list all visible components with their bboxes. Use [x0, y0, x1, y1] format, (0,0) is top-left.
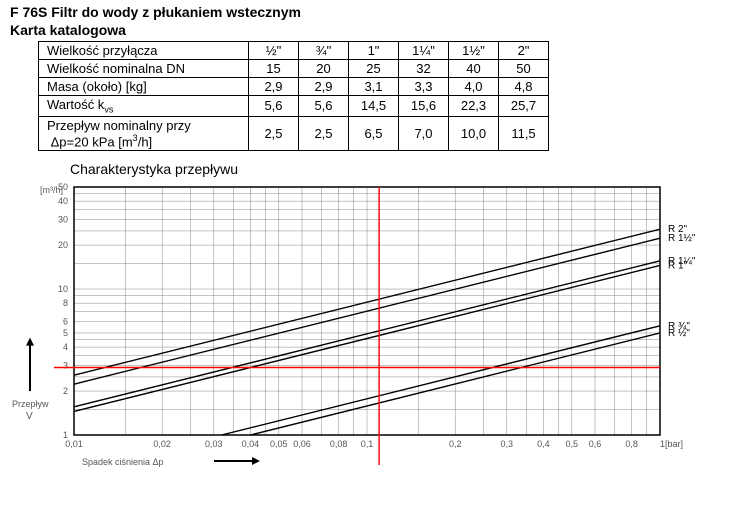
table-row: Wartość kvs5,65,614,515,622,325,7	[39, 96, 549, 117]
x-tick: 0,4	[537, 439, 550, 449]
y-tick: 3	[63, 360, 68, 370]
row-label: Wielkość nominalna DN	[39, 60, 249, 78]
cell: 32	[399, 60, 449, 78]
cell: 2,5	[299, 116, 349, 150]
cell: 15,6	[399, 96, 449, 117]
row-label: Przepływ nominalny przy Δp=20 kPa [m3/h]	[39, 116, 249, 150]
series-label: R ½"	[668, 328, 690, 339]
table-row: Wielkość nominalna DN152025324050	[39, 60, 549, 78]
cell: 25	[349, 60, 399, 78]
x-tick: 0,1	[361, 439, 374, 449]
x-tick: 0,02	[153, 439, 171, 449]
table-row: Masa (około) [kg]2,92,93,13,34,04,8	[39, 78, 549, 96]
cell: 14,5	[349, 96, 399, 117]
y-tick: 5	[63, 328, 68, 338]
cell: 1½"	[449, 42, 499, 60]
cell: 20	[299, 60, 349, 78]
y-tick: 30	[58, 214, 68, 224]
x-tick: 0,3	[501, 439, 514, 449]
x-label: Spadek ciśnienia Δp	[82, 457, 164, 467]
cell: 7,0	[399, 116, 449, 150]
row-label: Wartość kvs	[39, 96, 249, 117]
chart-title: Charakterystyka przepływu	[70, 161, 743, 177]
spec-table: Wielkość przyłącza½"¾"1"1¼"1½"2"Wielkość…	[38, 41, 549, 151]
x-tick: 0,04	[242, 439, 260, 449]
x-unit: 1[bar]	[660, 439, 683, 449]
doc-subtitle: Karta katalogowa	[10, 22, 743, 40]
cell: 5,6	[299, 96, 349, 117]
cell: 2"	[499, 42, 549, 60]
x-tick: 0,6	[589, 439, 602, 449]
y-tick: 8	[63, 298, 68, 308]
flow-chart: R 2"R 1½"R 1¼"R 1"R ¾"R ½"50403020108654…	[10, 177, 730, 487]
cell: 22,3	[449, 96, 499, 117]
cell: 4,0	[449, 78, 499, 96]
table-row: Przepływ nominalny przy Δp=20 kPa [m3/h]…	[39, 116, 549, 150]
cell: 3,1	[349, 78, 399, 96]
cell: 1"	[349, 42, 399, 60]
cell: 2,9	[299, 78, 349, 96]
cell: 25,7	[499, 96, 549, 117]
series-label: R 1"	[668, 260, 688, 271]
x-tick: 0,2	[449, 439, 462, 449]
x-tick: 0,08	[330, 439, 348, 449]
y-unit: [m³/h]	[40, 185, 63, 195]
cell: 1¼"	[399, 42, 449, 60]
cell: 5,6	[249, 96, 299, 117]
cell: 10,0	[449, 116, 499, 150]
x-tick: 0,01	[65, 439, 83, 449]
x-tick: 0,05	[270, 439, 288, 449]
series-line	[222, 326, 660, 435]
x-tick: 0,5	[566, 439, 579, 449]
cell: 2,5	[249, 116, 299, 150]
flow-sub: V	[26, 411, 33, 422]
doc-title: F 76S Filtr do wody z płukaniem wsteczny…	[10, 4, 743, 22]
series-label: R 1½"	[668, 233, 696, 244]
y-tick: 6	[63, 316, 68, 326]
cell: 11,5	[499, 116, 549, 150]
y-tick: 40	[58, 196, 68, 206]
cell: 3,3	[399, 78, 449, 96]
x-tick: 0,8	[625, 439, 638, 449]
cell: 40	[449, 60, 499, 78]
row-label: Masa (około) [kg]	[39, 78, 249, 96]
cell: ½"	[249, 42, 299, 60]
x-tick: 0,06	[293, 439, 311, 449]
cell: 2,9	[249, 78, 299, 96]
row-label: Wielkość przyłącza	[39, 42, 249, 60]
cell: 50	[499, 60, 549, 78]
flow-label: Przepływ	[12, 399, 49, 409]
x-tick: 0,03	[205, 439, 223, 449]
cell: 6,5	[349, 116, 399, 150]
cell: 15	[249, 60, 299, 78]
y-tick: 2	[63, 386, 68, 396]
table-row: Wielkość przyłącza½"¾"1"1¼"1½"2"	[39, 42, 549, 60]
chart-container: Charakterystyka przepływu R 2"R 1½"R 1¼"…	[10, 161, 743, 487]
cell: 4,8	[499, 78, 549, 96]
cell: ¾"	[299, 42, 349, 60]
y-tick: 20	[58, 240, 68, 250]
y-tick: 4	[63, 342, 68, 352]
y-tick: 10	[58, 284, 68, 294]
